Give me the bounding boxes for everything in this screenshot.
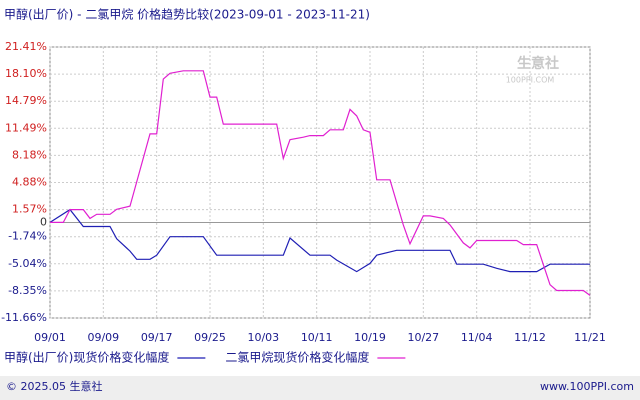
y-tick-label: -8.35% <box>8 284 47 297</box>
x-tick-label: 09/01 <box>34 331 66 344</box>
x-tick-label: 09/09 <box>87 331 119 344</box>
x-tick-label: 11/04 <box>461 331 493 344</box>
y-tick-label: -1.74% <box>8 230 47 243</box>
x-tick-label: 10/11 <box>301 331 333 344</box>
y-tick-label: -11.66% <box>1 311 47 324</box>
footer-bar <box>0 376 640 400</box>
y-tick-label: 8.18% <box>12 148 47 161</box>
y-tick-label: 1.57% <box>12 203 47 216</box>
y-tick-label: 0 <box>40 215 47 228</box>
x-tick-label: 11/21 <box>574 331 606 344</box>
x-tick-label: 10/19 <box>354 331 386 344</box>
x-tick-label: 10/03 <box>247 331 279 344</box>
footer-right: www.100PPI.com <box>540 380 634 393</box>
chart-title: 甲醇(出厂价) - 二氯甲烷 价格趋势比较(2023-09-01 - 2023-… <box>4 7 370 22</box>
footer-left: © 2025.05 生意社 <box>6 379 102 393</box>
series-line <box>50 70 591 296</box>
x-tick-label: 09/25 <box>194 331 226 344</box>
legend-label: 二氯甲烷现货价格变化幅度 <box>225 350 369 365</box>
y-tick-label: 14.79% <box>5 94 47 107</box>
x-tick-label: 10/27 <box>407 331 439 344</box>
x-tick-label: 09/17 <box>141 331 173 344</box>
y-tick-label: 11.49% <box>5 121 47 134</box>
y-tick-label: 18.10% <box>5 67 47 80</box>
y-tick-label: 21.41% <box>5 40 47 53</box>
x-tick-label: 11/12 <box>514 331 546 344</box>
series-line <box>49 208 590 273</box>
y-tick-label: 4.88% <box>12 175 47 188</box>
legend-label: 甲醇(出厂价)现货价格变化幅度 <box>4 350 169 365</box>
y-tick-label: -5.04% <box>8 257 47 270</box>
watermark: 生意社 <box>517 55 559 72</box>
